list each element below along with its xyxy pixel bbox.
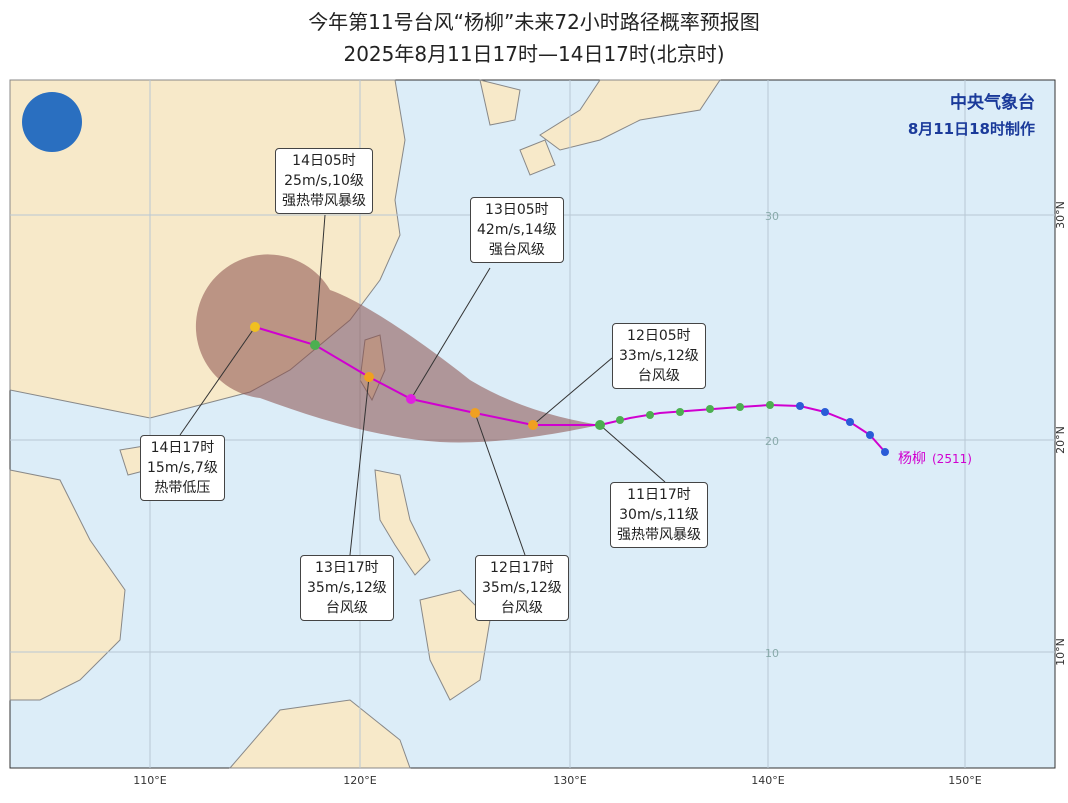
forecast-callout: 14日17时 15m/s,7级 热带低压 [140, 435, 225, 501]
callout-time: 12日05时 [627, 328, 691, 344]
callout-level: 强热带风暴级 [282, 193, 366, 209]
callout-lines [179, 214, 666, 556]
grid-label: 10°N [1054, 638, 1067, 666]
grid-label: 20°N [1054, 426, 1067, 454]
callout-wind: 15m/s,7级 [147, 460, 218, 476]
grid-label: 20 [765, 435, 779, 448]
grid-label: 30°N [1054, 201, 1067, 229]
callout-level: 台风级 [637, 368, 680, 384]
storm-name: 杨柳 [898, 450, 926, 467]
land-indochina [9, 469, 126, 701]
grid-label: 120°E [343, 774, 376, 787]
forecast-callout: 14日05时 25m/s,10级 强热带风暴级 [275, 148, 373, 214]
callout-time: 11日17时 [627, 487, 691, 503]
forecast-callout: 12日05时 33m/s,12级 台风级 [612, 323, 706, 389]
subtitle: 2025年8月11日17时—14日17时(北京时) [343, 42, 725, 66]
callout-time: 12日17时 [490, 560, 554, 576]
callout-wind: 25m/s,10级 [284, 173, 364, 189]
forecast-callout: 13日17时 35m/s,12级 台风级 [300, 555, 394, 621]
grid-label: 150°E [948, 774, 981, 787]
callout-level: 台风级 [500, 600, 543, 616]
callout-time: 13日05时 [485, 202, 549, 218]
grid-label: 110°E [133, 774, 166, 787]
land-philippines [374, 469, 491, 701]
grid-label: 10 [765, 647, 779, 660]
agency-name: 中央气象台 [950, 92, 1035, 113]
callout-wind: 42m/s,14级 [477, 222, 557, 238]
land-borneo [228, 699, 411, 769]
past-points-early [796, 402, 889, 456]
callout-level: 热带低压 [154, 480, 211, 496]
callout-time: 14日17时 [150, 440, 215, 456]
callout-level: 强热带风暴级 [617, 527, 701, 543]
logo [22, 92, 82, 152]
callout-wind: 35m/s,12级 [307, 580, 387, 596]
grid-label: 30 [765, 210, 779, 223]
probability-cone [195, 254, 600, 443]
forecast-callout: 13日05时 42m/s,14级 强台风级 [470, 197, 564, 263]
forecast-points [250, 322, 605, 430]
callout-wind: 35m/s,12级 [482, 580, 562, 596]
callout-level: 台风级 [325, 600, 368, 616]
land-japan-korea [479, 79, 721, 176]
callout-time: 13日17时 [315, 560, 379, 576]
made-time: 8月11日18时制作 [908, 120, 1035, 138]
callout-level: 强台风级 [488, 242, 545, 258]
past-points [616, 401, 774, 424]
forecast-callout: 12日17时 35m/s,12级 台风级 [475, 555, 569, 621]
grid-label: 130°E [553, 774, 586, 787]
grid-label: 140°E [751, 774, 784, 787]
forecast-callout: 11日17时 30m/s,11级 强热带风暴级 [610, 482, 708, 548]
callout-wind: 33m/s,12级 [619, 348, 699, 364]
callout-wind: 30m/s,11级 [619, 507, 699, 523]
callout-time: 14日05时 [292, 153, 356, 169]
storm-code: (2511) [932, 452, 972, 466]
title: 今年第11号台风“杨柳”未来72小时路径概率预报图 [308, 10, 760, 34]
